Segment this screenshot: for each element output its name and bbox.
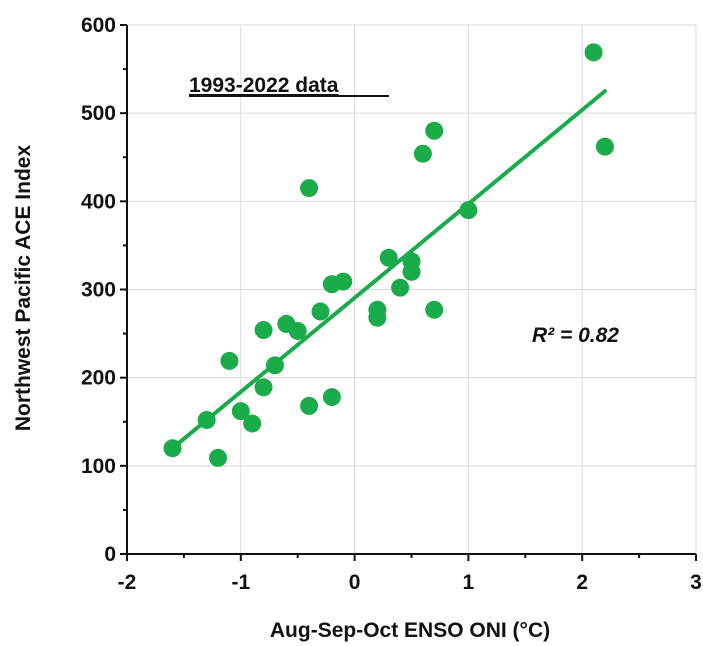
trendline-group: [170, 89, 607, 451]
data-point: [334, 272, 353, 291]
data-point: [243, 414, 262, 433]
x-tick-label: -1: [231, 571, 250, 594]
x-tick-labels: -2 -1 0 1 2 3: [118, 571, 702, 594]
axes: [120, 24, 697, 561]
data-point: [288, 321, 307, 340]
data-point: [413, 144, 432, 163]
y-tick-label: 100: [81, 455, 116, 478]
data-points: [163, 43, 614, 467]
data-point: [368, 308, 387, 327]
x-tick-label: 3: [690, 571, 702, 594]
trendline: [170, 89, 607, 451]
y-tick-label: 500: [81, 102, 116, 125]
data-point: [584, 43, 603, 62]
data-point: [425, 121, 444, 140]
data-point: [459, 201, 478, 220]
data-point: [311, 302, 330, 321]
data-point: [402, 262, 421, 281]
y-tick-label: 300: [81, 279, 116, 302]
data-point: [265, 356, 284, 375]
x-tick-label: 2: [576, 571, 588, 594]
data-point: [379, 248, 398, 267]
y-tick-label: 200: [81, 367, 116, 390]
gridlines: [127, 24, 697, 554]
data-point: [595, 137, 614, 156]
data-point: [231, 402, 250, 421]
data-point: [254, 378, 273, 397]
data-point: [300, 179, 319, 198]
data-point: [163, 439, 182, 458]
data-point: [425, 300, 444, 319]
x-tick-label: 0: [349, 571, 361, 594]
y-tick-labels: 0 100 200 300 400 500 600: [81, 14, 116, 566]
data-point: [197, 410, 216, 429]
x-tick-label: 1: [463, 571, 475, 594]
y-tick-label: 400: [81, 190, 116, 213]
x-tick-label: -2: [118, 571, 137, 594]
data-point: [322, 388, 341, 407]
y-tick-label: 0: [104, 543, 116, 566]
data-point: [220, 351, 239, 370]
data-point: [300, 396, 319, 415]
period-annotation: 1993-2022 data: [189, 74, 339, 97]
y-axis-title: Northwest Pacific ACE Index: [12, 145, 35, 432]
data-point: [391, 278, 410, 297]
r-squared-annotation: R² = 0.82: [532, 324, 619, 347]
data-point: [209, 448, 228, 467]
y-tick-label: 600: [81, 14, 116, 37]
data-point: [254, 321, 273, 340]
x-axis-title: Aug-Sep-Oct ENSO ONI (°C): [270, 619, 550, 642]
